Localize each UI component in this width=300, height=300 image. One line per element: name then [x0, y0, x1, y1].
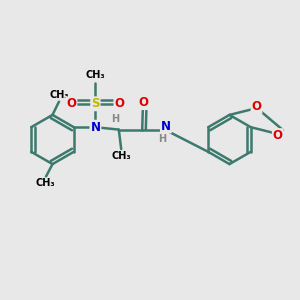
Text: CH₃: CH₃	[85, 70, 105, 80]
Text: O: O	[251, 100, 262, 113]
Text: O: O	[273, 129, 283, 142]
Text: S: S	[91, 97, 100, 110]
Text: CH₃: CH₃	[35, 178, 55, 188]
Text: H: H	[111, 114, 119, 124]
Text: O: O	[114, 97, 124, 110]
Text: N: N	[161, 119, 171, 133]
Text: O: O	[66, 97, 76, 110]
Text: CH₃: CH₃	[112, 151, 132, 161]
Text: CH₃: CH₃	[50, 90, 70, 100]
Text: O: O	[138, 96, 148, 109]
Text: N: N	[90, 121, 100, 134]
Text: H: H	[158, 134, 166, 144]
